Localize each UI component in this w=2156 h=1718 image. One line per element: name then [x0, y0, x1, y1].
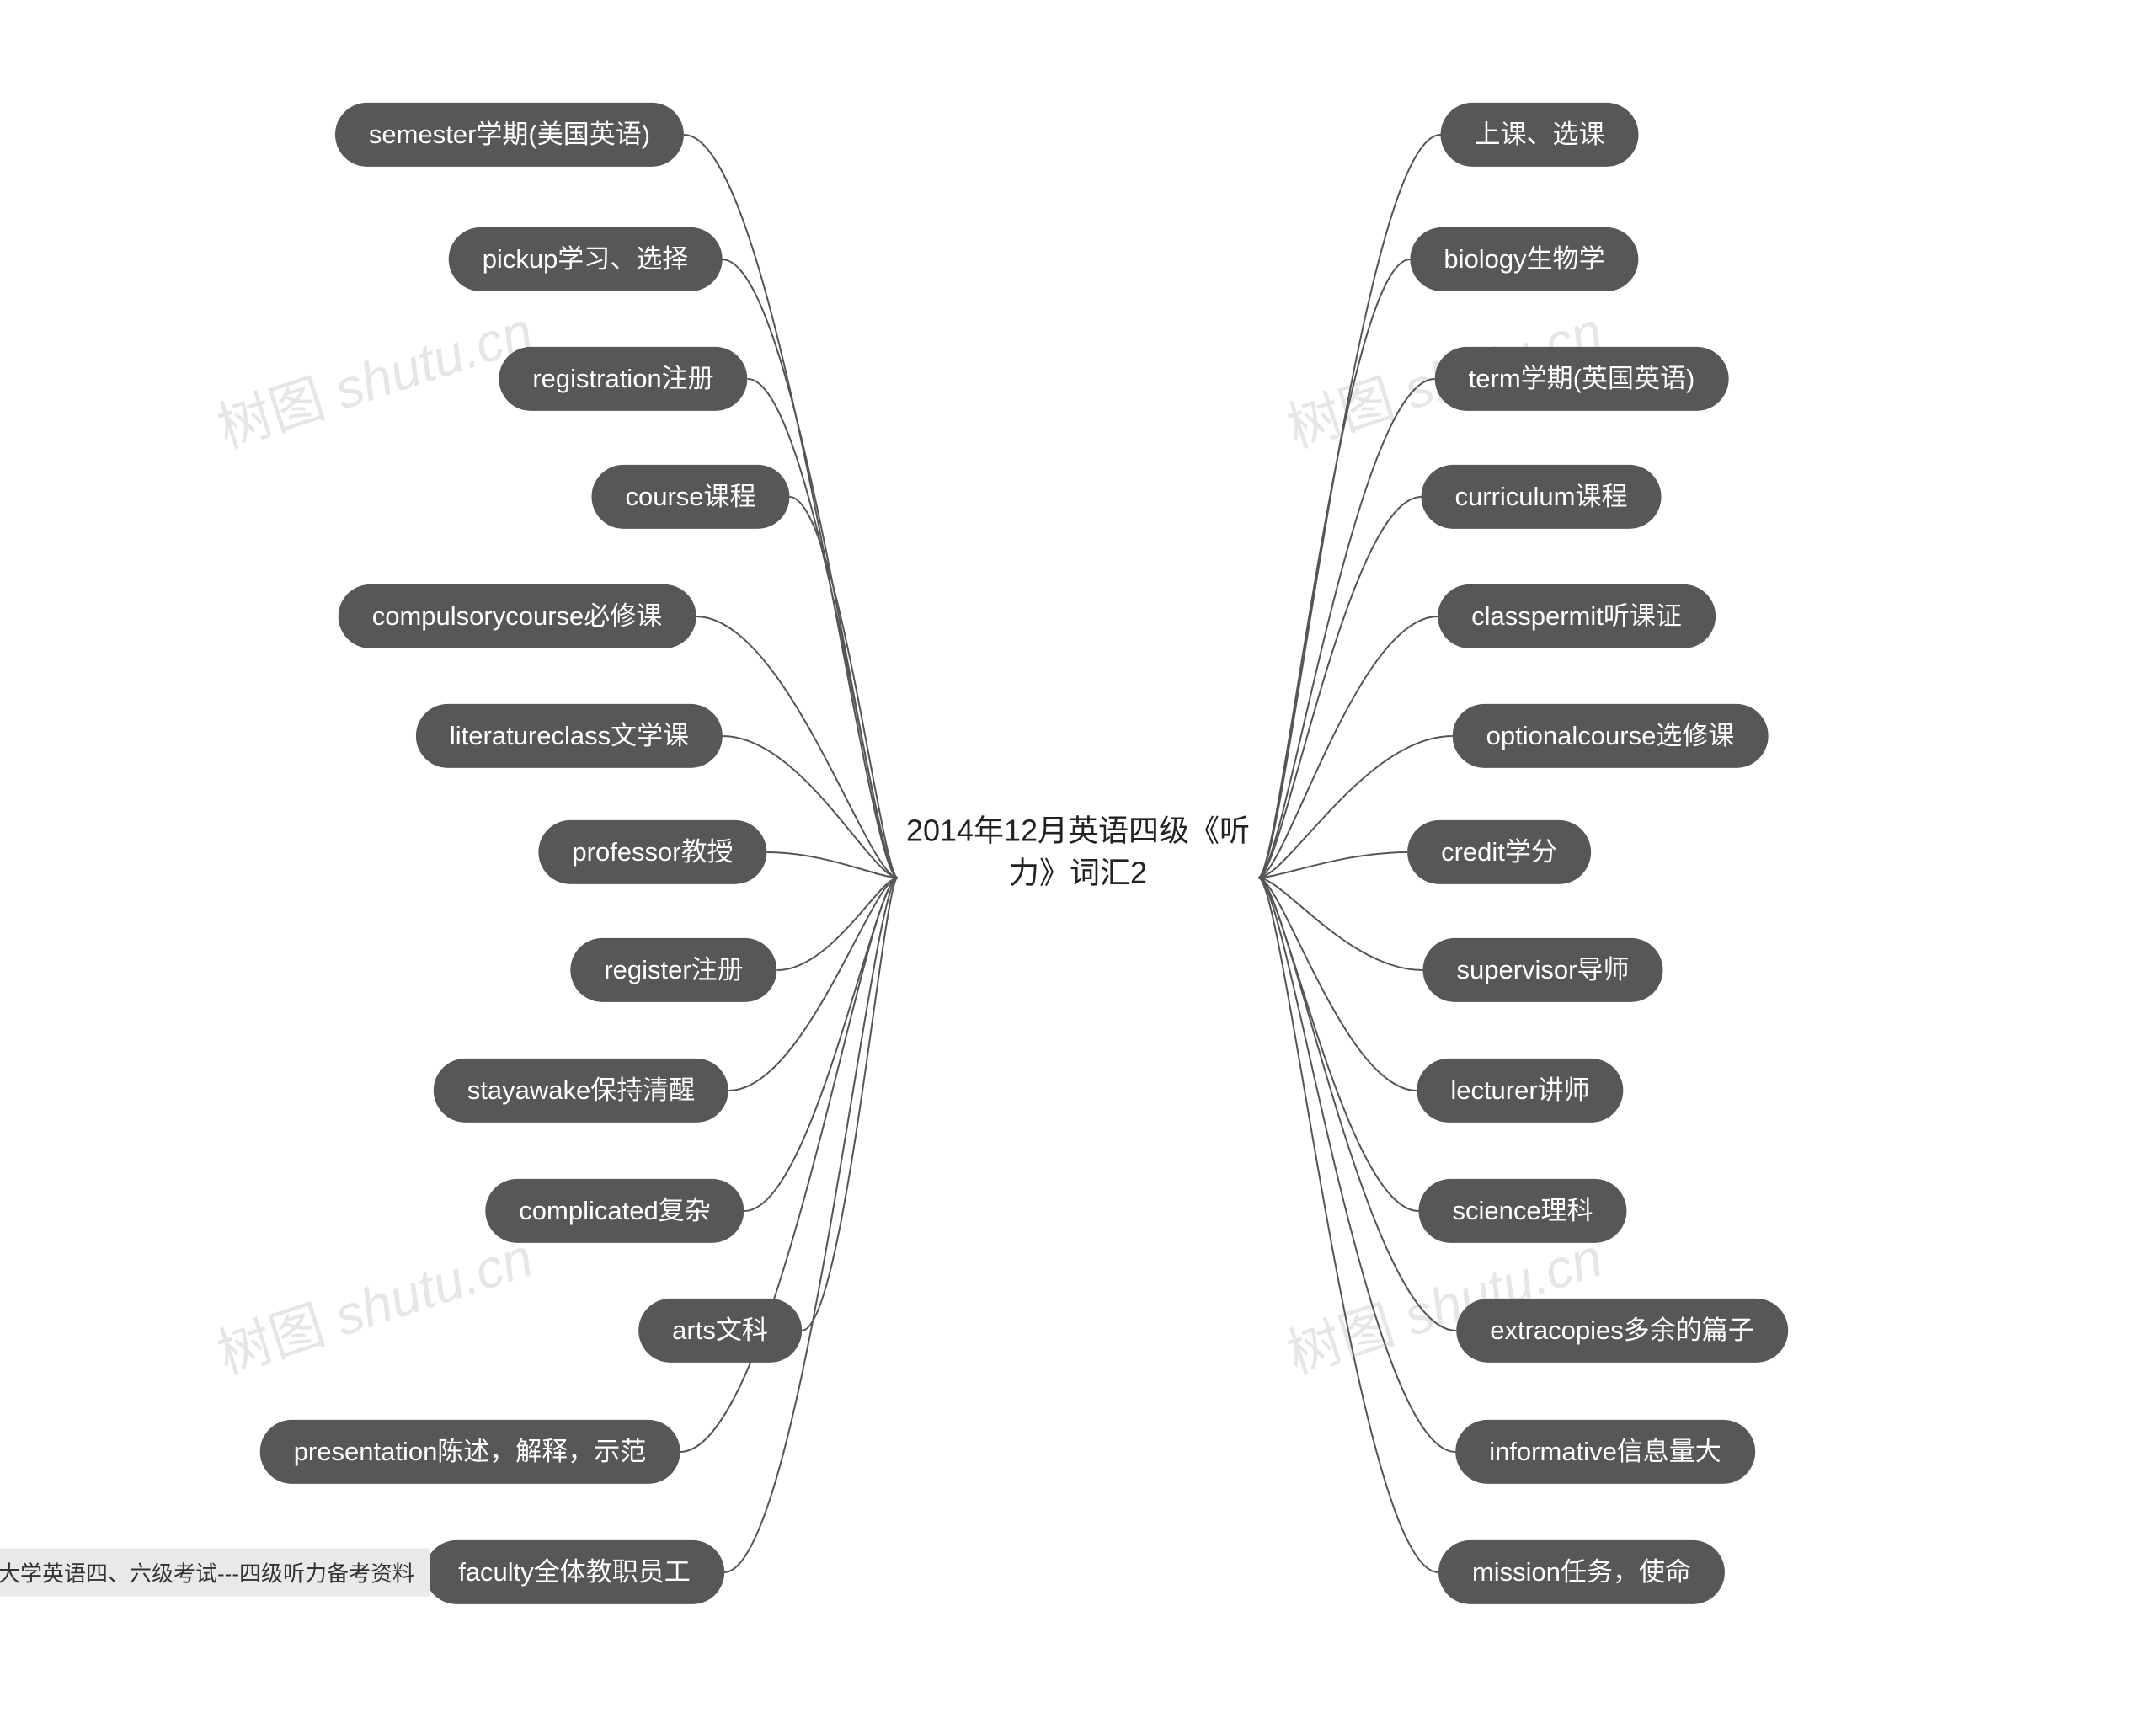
node-label: registration注册 [532, 364, 713, 393]
left-node-arts[interactable]: arts文科 [638, 1299, 802, 1363]
node-label: informative信息量大 [1489, 1437, 1721, 1466]
node-label: professor教授 [572, 837, 733, 867]
watermark-lat: shutu.cn [313, 1227, 540, 1353]
right-node-lecturer[interactable]: lecturer讲师 [1417, 1059, 1623, 1123]
node-label: literatureclass文学课 [450, 721, 689, 750]
right-node-curriculum[interactable]: curriculum课程 [1422, 465, 1662, 529]
right-node-term[interactable]: term学期(英国英语) [1435, 347, 1729, 411]
node-label: faculty全体教职员工 [458, 1557, 691, 1587]
watermark-han: 树图 [1280, 1294, 1401, 1385]
node-label: pickup学习、选择 [483, 244, 689, 274]
watermark-han: 树图 [211, 1294, 332, 1385]
left-node-professor[interactable]: professor教授 [538, 820, 766, 884]
watermark-han: 树图 [1280, 368, 1401, 459]
node-label: supervisor导师 [1457, 955, 1630, 984]
left-node-pickup[interactable]: pickup学习、选择 [449, 227, 723, 291]
node-label: biology生物学 [1444, 244, 1604, 274]
right-node-biology[interactable]: biology生物学 [1410, 227, 1638, 291]
node-label: term学期(英国英语) [1469, 364, 1695, 393]
left-node-registration[interactable]: registration注册 [499, 347, 747, 411]
left-node-stayawake[interactable]: stayawake保持清醒 [434, 1059, 728, 1123]
center-line2: 力》词汇2 [1009, 856, 1147, 890]
node-label: compulsorycourse必修课 [372, 601, 663, 631]
node-label: extracopies多余的篇子 [1490, 1315, 1754, 1345]
right-node-science[interactable]: science理科 [1418, 1179, 1626, 1243]
sub-node-label: 大学英语四、六级考试---四级听力备考资料 [0, 1561, 414, 1587]
node-label: lecturer讲师 [1450, 1075, 1589, 1105]
node-label: classpermit听课证 [1471, 601, 1682, 631]
center-line1: 2014年12月英语四级《听 [906, 814, 1250, 848]
left-node-literature[interactable]: literatureclass文学课 [416, 704, 723, 768]
right-node-credit[interactable]: credit学分 [1407, 820, 1591, 884]
left-node-complicated[interactable]: complicated复杂 [485, 1179, 744, 1243]
left-node-register[interactable]: register注册 [570, 938, 776, 1002]
node-label: mission任务，使命 [1472, 1557, 1691, 1587]
right-node-supervisor[interactable]: supervisor导师 [1423, 938, 1663, 1002]
right-node-mission[interactable]: mission任务，使命 [1438, 1540, 1725, 1604]
left-node-presentation[interactable]: presentation陈述，解释，示范 [260, 1420, 680, 1484]
node-label: course课程 [625, 482, 755, 511]
node-label: optionalcourse选修课 [1486, 721, 1735, 750]
node-label: science理科 [1452, 1196, 1593, 1225]
left-node-course[interactable]: course课程 [591, 465, 789, 529]
right-node-extracopies[interactable]: extracopies多余的篇子 [1456, 1299, 1788, 1363]
left-node-faculty[interactable]: faculty全体教职员工 [424, 1540, 724, 1604]
node-label: 上课、选课 [1475, 120, 1605, 149]
watermark: 树图 shutu.cn [206, 288, 541, 462]
watermark-han: 树图 [211, 368, 332, 459]
center-node[interactable]: 2014年12月英语四级《听 力》词汇2 [898, 802, 1258, 904]
left-node-semester[interactable]: semester学期(美国英语) [335, 103, 684, 167]
left-node-compulsory[interactable]: compulsorycourse必修课 [339, 584, 696, 648]
node-label: complicated复杂 [519, 1196, 710, 1225]
right-node-classpermit[interactable]: classpermit听课证 [1438, 584, 1716, 648]
node-label: register注册 [604, 955, 743, 984]
mindmap-canvas: 树图 shutu.cn 树图 shutu.cn 树图 shutu.cn 树图 s… [0, 0, 2156, 1718]
node-label: stayawake保持清醒 [467, 1075, 695, 1105]
node-label: presentation陈述，解释，示范 [294, 1437, 647, 1466]
right-node-informative[interactable]: informative信息量大 [1455, 1420, 1755, 1484]
watermark: 树图 shutu.cn [206, 1214, 541, 1389]
node-label: arts文科 [672, 1315, 768, 1345]
node-label: credit学分 [1441, 837, 1557, 867]
sub-node-materials[interactable]: 大学英语四、六级考试---四级听力备考资料 [0, 1549, 430, 1597]
right-node-class-selection[interactable]: 上课、选课 [1441, 103, 1639, 167]
node-label: semester学期(美国英语) [369, 120, 650, 149]
right-node-optional[interactable]: optionalcourse选修课 [1453, 704, 1769, 768]
node-label: curriculum课程 [1455, 482, 1628, 511]
